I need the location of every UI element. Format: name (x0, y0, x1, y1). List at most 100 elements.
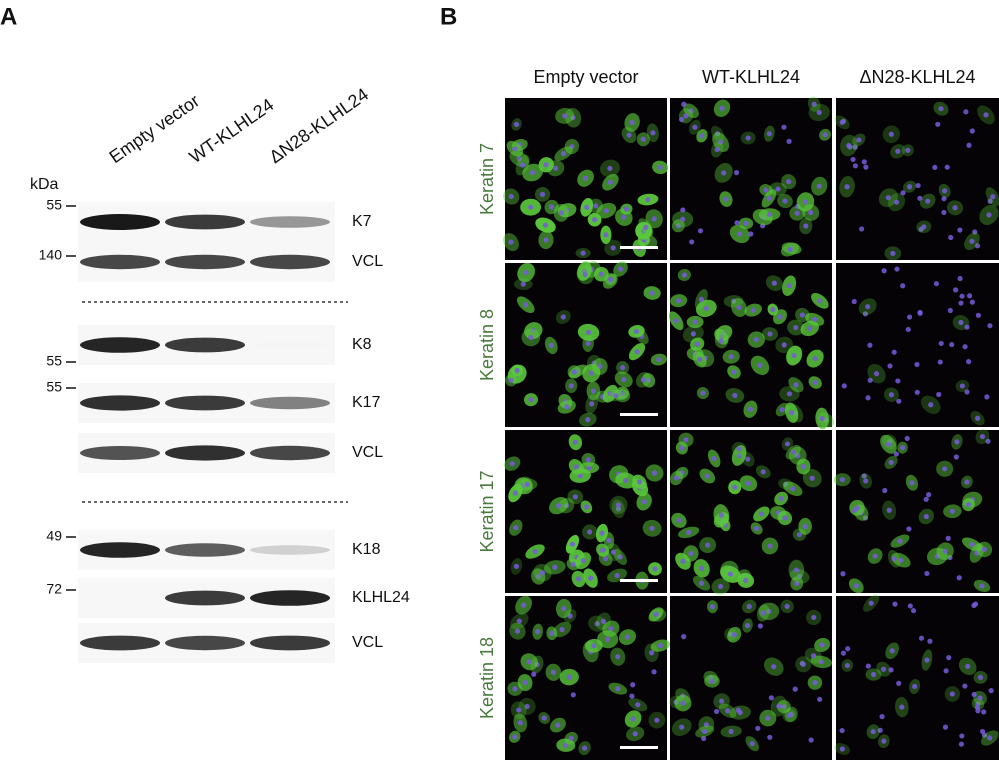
scale-bar (620, 246, 658, 249)
nucleus (817, 696, 823, 702)
nucleus (819, 642, 825, 648)
nucleus (965, 663, 971, 669)
nucleus (987, 198, 993, 204)
nucleus (782, 515, 788, 521)
nucleus (630, 682, 636, 688)
nucleus (583, 504, 589, 510)
nucleus (948, 234, 954, 241)
nucleus (709, 604, 716, 610)
micrograph (503, 98, 669, 260)
nucleus (676, 298, 682, 304)
nucleus (723, 196, 729, 202)
nucleus (870, 671, 877, 678)
nucleus (811, 614, 817, 621)
nucleus (692, 124, 698, 130)
nucleus (750, 307, 756, 313)
nucleus (966, 359, 972, 365)
nucleus (906, 314, 913, 320)
nucleus (987, 735, 993, 741)
nucleus (585, 329, 592, 336)
nucleus (564, 404, 570, 410)
micrograph (505, 595, 671, 760)
nucleus (923, 513, 929, 520)
nucleus (528, 334, 534, 341)
nucleus (881, 268, 887, 274)
nucleus (802, 199, 809, 205)
nucleus (520, 162, 526, 168)
nucleus (610, 245, 616, 251)
nucleus (692, 319, 698, 325)
nucleus (582, 175, 589, 181)
nucleus (683, 113, 689, 119)
nucleus (979, 433, 986, 440)
nucleus (872, 553, 878, 559)
nucleus (637, 479, 643, 485)
nucleus (796, 532, 803, 538)
nucleus (607, 391, 613, 397)
nucleus (584, 204, 590, 210)
blot-label: K8 (352, 336, 372, 353)
nucleus (731, 632, 737, 638)
nucleus (566, 674, 572, 680)
nucleus (907, 603, 913, 609)
nucleus (676, 517, 682, 523)
nucleus (704, 473, 710, 479)
nucleus (859, 226, 865, 232)
nucleus (888, 392, 895, 398)
nucleus (561, 605, 567, 612)
nucleus (573, 464, 579, 470)
nucleus (743, 577, 749, 584)
nucleus (641, 499, 647, 505)
nucleus (839, 746, 845, 752)
nucleus (770, 306, 776, 313)
nucleus (971, 691, 977, 698)
band (165, 395, 245, 411)
nucleus (651, 216, 657, 222)
scale-bar (620, 413, 658, 416)
nucleus (844, 662, 850, 669)
nucleus (654, 717, 660, 723)
band (250, 396, 330, 410)
micrograph (836, 263, 999, 427)
nucleus (882, 487, 888, 494)
nucleus (603, 232, 609, 238)
nucleus (885, 441, 892, 447)
nucleus (513, 525, 519, 531)
nucleus (549, 630, 555, 636)
nucleus (543, 162, 549, 168)
nucleus (981, 546, 988, 553)
nucleus (839, 727, 845, 734)
band (165, 635, 245, 651)
nucleus (758, 511, 764, 517)
nucleus (600, 547, 606, 553)
nucleus (912, 683, 918, 690)
nucleus (809, 475, 815, 481)
nucleus (786, 283, 792, 289)
nucleus (793, 382, 799, 388)
nucleus (839, 477, 845, 483)
nucleus (954, 439, 960, 445)
nucleus (817, 298, 823, 304)
nucleus (524, 703, 530, 710)
nucleus (718, 334, 725, 340)
nucleus (781, 704, 787, 710)
nucleus (840, 571, 846, 577)
nucleus (808, 209, 814, 216)
nucleus (937, 359, 943, 365)
nucleus (781, 124, 787, 130)
nucleus (957, 227, 963, 233)
micrograph (504, 430, 667, 593)
nucleus (852, 163, 859, 169)
nucleus (767, 543, 773, 549)
nucleus (653, 611, 659, 617)
nucleus (778, 495, 784, 502)
nucleus (861, 473, 867, 479)
nucleus (635, 702, 641, 708)
blot-label: KLHL24 (352, 589, 410, 606)
nucleus (932, 164, 938, 170)
nucleus (907, 184, 913, 190)
nucleus (649, 650, 655, 656)
nucleus (917, 195, 923, 201)
nucleus (512, 734, 518, 740)
nucleus (949, 341, 955, 348)
